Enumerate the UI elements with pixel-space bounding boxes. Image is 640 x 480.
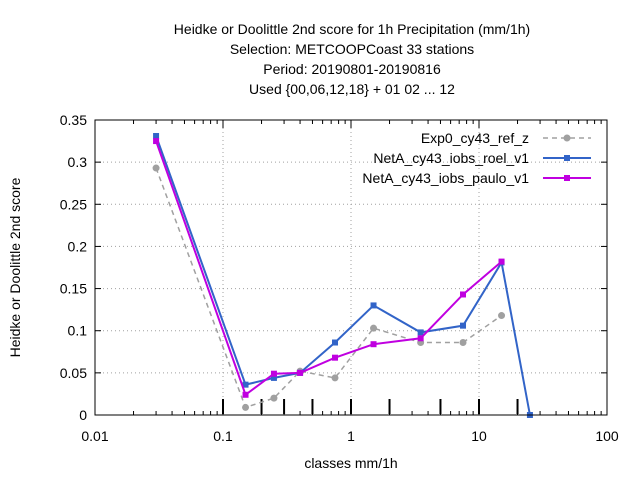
- legend-marker: [564, 175, 570, 181]
- data-point: [270, 374, 277, 381]
- data-point: [331, 374, 339, 382]
- class-markers: [222, 399, 519, 414]
- chart-title: Heidke or Doolittle 2nd score for 1h Pre…: [174, 21, 530, 97]
- y-tick-label: 0: [79, 407, 87, 423]
- data-point: [370, 341, 377, 348]
- title-line-4: Used {00,06,12,18} + 01 02 ... 12: [249, 81, 455, 97]
- series-NetA_cy43_iobs_paulo_v1: [153, 138, 505, 398]
- x-tick-label: 0.1: [213, 428, 233, 444]
- data-point: [270, 370, 277, 377]
- title-line-3: Period: 20190801-20190816: [263, 61, 441, 77]
- series-line: [155, 167, 502, 409]
- legend-marker: [563, 134, 571, 142]
- legend-label: Exp0_cy43_ref_z: [421, 130, 529, 146]
- data-point: [242, 403, 250, 411]
- legend: Exp0_cy43_ref_z NetA_cy43_iobs_roel_v1 Net…: [362, 130, 591, 186]
- data-point: [153, 133, 160, 140]
- ticks: 0 0.05 0.1 0.15 0.2 0.25 0.3 0.35 0.01 0.1 1 10 100: [60, 112, 619, 444]
- data-point: [498, 258, 505, 265]
- data-point: [297, 369, 304, 376]
- y-tick-label: 0.15: [60, 281, 87, 297]
- series-layer: [152, 133, 533, 418]
- data-point: [152, 164, 160, 172]
- legend-label: NetA_cy43_iobs_paulo_v1: [362, 170, 529, 186]
- data-point: [270, 394, 278, 402]
- grid: [95, 120, 607, 415]
- data-point: [498, 312, 506, 320]
- title-line-2: Selection: METCOOPCoast 33 stations: [230, 41, 474, 57]
- data-point: [370, 302, 377, 309]
- x-tick-label: 100: [595, 428, 619, 444]
- x-tick-label: 1: [347, 428, 355, 444]
- legend-label: NetA_cy43_iobs_roel_v1: [373, 150, 529, 166]
- y-tick-label: 0.1: [68, 323, 88, 339]
- data-point: [153, 138, 160, 145]
- y-tick-label: 0.25: [60, 196, 87, 212]
- series-line: [155, 135, 531, 416]
- x-axis-label: classes mm/1h: [304, 455, 397, 471]
- data-point: [459, 339, 467, 347]
- y-axis-label: Heidke or Doolittle 2nd score: [7, 177, 23, 357]
- data-point: [242, 391, 249, 398]
- x-tick-label: 0.01: [81, 428, 108, 444]
- plot-frame: [94, 119, 608, 416]
- y-tick-label: 0.05: [60, 365, 87, 381]
- y-tick-label: 0.2: [68, 238, 88, 254]
- legend-marker: [564, 155, 570, 161]
- x-tick-label: 10: [471, 428, 487, 444]
- series-Exp0_cy43_ref_z: [152, 164, 506, 411]
- data-point: [332, 354, 339, 361]
- data-point: [370, 324, 378, 332]
- data-point: [332, 339, 339, 346]
- data-point: [417, 335, 424, 342]
- data-point: [460, 291, 467, 298]
- y-tick-label: 0.3: [68, 154, 88, 170]
- data-point: [242, 381, 249, 388]
- data-point: [460, 322, 467, 329]
- data-point: [417, 329, 424, 336]
- title-line-1: Heidke or Doolittle 2nd score for 1h Pre…: [174, 21, 530, 37]
- y-tick-label: 0.35: [60, 112, 87, 128]
